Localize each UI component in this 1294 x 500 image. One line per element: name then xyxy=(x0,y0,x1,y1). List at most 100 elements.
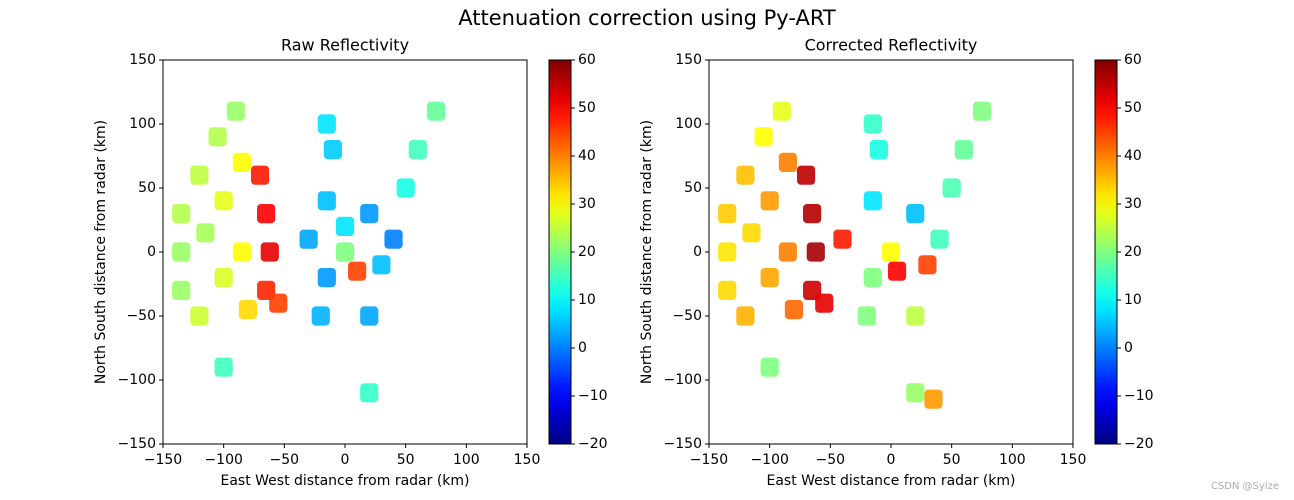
echo-cell xyxy=(396,178,415,198)
echo-cell xyxy=(232,152,251,172)
echo-cell xyxy=(190,165,209,185)
y-tick-label: 150 xyxy=(129,52,156,68)
echo-cell xyxy=(269,293,288,313)
x-tick-label: 0 xyxy=(887,452,896,468)
colorbar-tick-label: 0 xyxy=(1124,340,1133,356)
x-tick-label: 100 xyxy=(453,452,480,468)
colorbar-tick-label: 40 xyxy=(578,148,596,164)
x-tick-label: 150 xyxy=(514,452,541,468)
y-axis-label: North South distance from radar (km) xyxy=(639,120,655,384)
echo-cell xyxy=(760,191,779,211)
x-tick-label: 100 xyxy=(999,452,1026,468)
echo-cell xyxy=(796,165,816,185)
echo-cell xyxy=(760,268,779,288)
echo-cell xyxy=(226,101,245,121)
echo-cell xyxy=(257,204,276,224)
echo-cell xyxy=(906,204,925,224)
x-tick-label: −50 xyxy=(816,452,846,468)
colorbar-tick-label: −20 xyxy=(578,436,608,452)
colorbar-tick-label: −20 xyxy=(1124,436,1154,452)
echo-cell xyxy=(335,242,355,262)
echo-cell xyxy=(172,242,191,262)
echo-cell xyxy=(863,191,882,211)
colorbar-tick-label: 60 xyxy=(1124,52,1142,68)
echo-cell xyxy=(360,383,379,403)
y-tick-label: 50 xyxy=(138,180,156,196)
echo-cell xyxy=(260,242,279,262)
x-tick-label: −150 xyxy=(144,452,182,468)
echo-cell xyxy=(736,306,755,326)
x-axis-label: East West distance from radar (km) xyxy=(766,473,1015,489)
echo-cell xyxy=(924,389,943,409)
echo-cell xyxy=(863,114,882,134)
echo-cell xyxy=(238,300,258,320)
x-tick-label: 50 xyxy=(943,452,961,468)
echo-cell xyxy=(232,242,251,262)
echo-cell xyxy=(214,357,233,377)
echo-cell xyxy=(317,268,336,288)
plot-area xyxy=(172,101,446,403)
echo-cell xyxy=(335,216,355,236)
echo-cell xyxy=(918,255,937,275)
echo-cell xyxy=(348,261,367,281)
echo-cell xyxy=(881,242,901,262)
echo-cell xyxy=(214,191,233,211)
colorbar xyxy=(1094,59,1118,445)
echo-cell xyxy=(360,306,379,326)
x-tick-label: −100 xyxy=(204,452,242,468)
echo-cell xyxy=(930,229,949,249)
echo-cell xyxy=(214,268,233,288)
colorbar-tick-label: −10 xyxy=(1124,388,1154,404)
y-axis-label: North South distance from radar (km) xyxy=(93,120,109,384)
echo-cell xyxy=(754,127,773,147)
echo-cell xyxy=(426,101,446,121)
echo-cell xyxy=(942,178,961,198)
y-tick-label: 50 xyxy=(684,180,702,196)
colorbar-tick-label: 10 xyxy=(578,292,596,308)
y-tick-label: −50 xyxy=(126,308,156,324)
axes-title: Corrected Reflectivity xyxy=(805,36,978,55)
echo-cell xyxy=(833,229,852,249)
echo-cell xyxy=(372,255,391,275)
echo-cell xyxy=(208,127,227,147)
y-tick-label: 150 xyxy=(675,52,702,68)
echo-cell xyxy=(954,140,973,160)
echo-cell xyxy=(190,306,209,326)
echo-cell xyxy=(317,191,336,211)
echo-cell xyxy=(408,140,427,160)
echo-cell xyxy=(778,242,797,262)
colorbar-tick-label: 40 xyxy=(1124,148,1142,164)
echo-cell xyxy=(857,306,876,326)
colorbar-tick-label: 20 xyxy=(1124,244,1142,260)
echo-cell xyxy=(815,293,834,313)
y-tick-label: 0 xyxy=(693,244,702,260)
x-tick-label: 50 xyxy=(397,452,415,468)
echo-cell xyxy=(772,101,791,121)
echo-cell xyxy=(718,204,737,224)
colorbar-tick-label: 50 xyxy=(578,100,596,116)
echo-cell xyxy=(869,140,888,160)
echo-cell xyxy=(778,152,797,172)
colorbar-tick-label: 20 xyxy=(578,244,596,260)
x-tick-label: 0 xyxy=(341,452,350,468)
echo-cell xyxy=(806,242,825,262)
colorbar-tick-label: 50 xyxy=(1124,100,1142,116)
colorbar-tick-label: −10 xyxy=(578,388,608,404)
y-tick-label: −100 xyxy=(664,372,702,388)
echo-cell xyxy=(172,204,191,224)
x-tick-label: −100 xyxy=(750,452,788,468)
y-tick-label: −100 xyxy=(118,372,156,388)
echo-cell xyxy=(972,101,992,121)
x-tick-label: −50 xyxy=(270,452,300,468)
y-tick-label: −150 xyxy=(664,436,702,452)
echo-cell xyxy=(250,165,270,185)
y-tick-label: 100 xyxy=(675,116,702,132)
y-tick-label: −50 xyxy=(672,308,702,324)
echo-cell xyxy=(311,306,330,326)
colorbar-tick-label: 30 xyxy=(578,196,596,212)
echo-cell xyxy=(196,223,215,243)
x-tick-label: −150 xyxy=(690,452,728,468)
echo-cell xyxy=(760,357,779,377)
colorbar-tick-label: 10 xyxy=(1124,292,1142,308)
x-axis-label: East West distance from radar (km) xyxy=(220,473,469,489)
